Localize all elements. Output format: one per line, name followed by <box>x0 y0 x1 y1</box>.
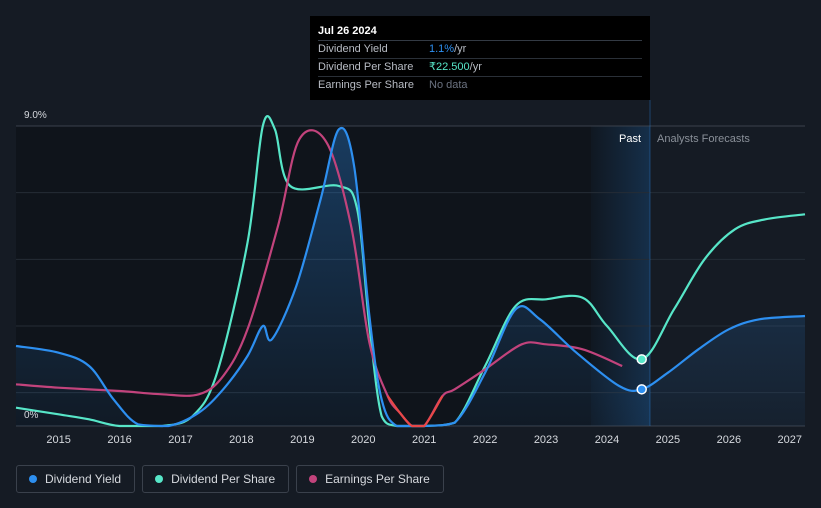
dividend-yield-swatch <box>29 475 37 483</box>
tooltip-row-earnings-per-share: Earnings Per Share No data <box>318 77 642 94</box>
x-tick-label: 2017 <box>168 434 192 446</box>
tooltip-value: No data <box>429 79 468 91</box>
dividend-per-share-swatch <box>155 475 164 483</box>
earnings-per-share-swatch <box>309 475 318 483</box>
legend-item-dividend-yield[interactable]: Dividend Yield <box>16 465 136 493</box>
x-tick-label: 2015 <box>46 434 70 446</box>
x-tick-label: 2016 <box>107 434 131 446</box>
x-tick-label: 2027 <box>778 434 802 446</box>
dividend-yield-area <box>16 127 805 426</box>
legend-item-dividend-per-share[interactable]: Dividend Per Share <box>142 465 290 493</box>
tooltip-unit: /yr <box>454 43 467 55</box>
x-tick-label: 2024 <box>595 434 619 446</box>
x-tick-label: 2022 <box>473 434 497 446</box>
tooltip-label: Dividend Per Share <box>318 61 414 73</box>
tooltip-label: Dividend Yield <box>318 43 388 55</box>
past-region-label: Past <box>619 133 641 145</box>
tooltip-label: Earnings Per Share <box>318 79 414 91</box>
y-axis-min-label: 0% <box>24 410 39 421</box>
legend-item-earnings-per-share[interactable]: Earnings Per Share <box>296 465 444 493</box>
x-tick-label: 2026 <box>717 434 741 446</box>
x-tick-label: 2025 <box>656 434 680 446</box>
tooltip-value: ₹22.500 <box>429 61 470 73</box>
data-tooltip: Jul 26 2024 Dividend Yield 1.1% /yr Divi… <box>310 16 650 100</box>
x-tick-label: 2018 <box>229 434 253 446</box>
tooltip-row-dividend-per-share: Dividend Per Share ₹22.500 /yr <box>318 59 642 77</box>
tooltip-unit: /yr <box>469 61 482 73</box>
dividend-yield-marker <box>636 384 647 395</box>
earnings-negative-segment <box>386 395 444 428</box>
dividend-per-share-marker <box>636 354 647 365</box>
legend-label: Dividend Per Share <box>171 472 276 486</box>
x-axis-ticks: 2015 2016 2017 2018 2019 2020 2021 2022 2023 2024… <box>46 434 802 446</box>
x-tick-label: 2023 <box>534 434 558 446</box>
x-tick-label: 2019 <box>290 434 314 446</box>
x-tick-label: 2021 <box>412 434 436 446</box>
y-axis-max-label: 9.0% <box>24 110 47 121</box>
tooltip-row-dividend-yield: Dividend Yield 1.1% /yr <box>318 41 642 59</box>
tooltip-value: 1.1% <box>429 43 455 55</box>
tooltip-date: Jul 26 2024 <box>318 16 642 41</box>
forecast-region-label: Analysts Forecasts <box>657 133 750 145</box>
legend-label: Earnings Per Share <box>325 472 430 486</box>
legend-label: Dividend Yield <box>45 472 122 486</box>
chart-legend: Dividend Yield Dividend Per Share Earnin… <box>16 465 444 493</box>
x-tick-label: 2020 <box>351 434 375 446</box>
